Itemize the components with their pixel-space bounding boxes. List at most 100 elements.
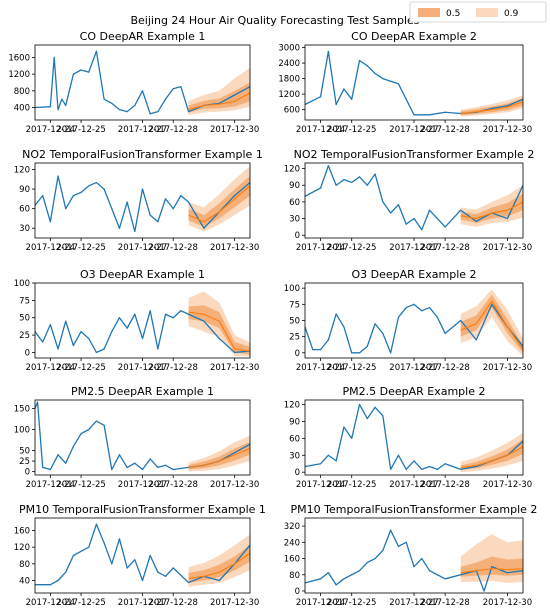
actual-point	[436, 468, 438, 470]
y-tick-label: 0	[295, 468, 300, 478]
actual-point	[351, 98, 353, 100]
actual-point	[141, 468, 144, 471]
actual-point	[436, 316, 438, 318]
actual-point	[95, 523, 98, 525]
actual-point	[157, 571, 159, 573]
x-tick-label: 2017-12-25	[327, 598, 376, 608]
actual-point	[72, 344, 74, 347]
band-0.9	[460, 289, 523, 357]
actual-point	[95, 420, 98, 422]
actual-point	[103, 424, 105, 426]
forecast-median-line	[188, 311, 250, 352]
subplot-title: CO DeepAR Example 1	[80, 30, 206, 43]
y-tick-label: 120	[14, 166, 30, 176]
actual-point	[88, 428, 90, 431]
actual-point	[65, 104, 67, 107]
y-tick-label: 1200	[8, 70, 30, 80]
x-tick-label: 2017-12-30	[210, 598, 259, 608]
actual-point	[390, 80, 392, 82]
x-tick-label: 2017-12-27	[389, 598, 438, 608]
plot-area	[305, 403, 523, 473]
x-tick-label: 2017-12-25	[327, 363, 376, 373]
legend-label-0.5: 0.5	[446, 9, 460, 19]
subplot-grid: CO DeepAR Example 1400800120016002017-12…	[8, 30, 537, 608]
axes-frame	[304, 162, 524, 239]
actual-point	[126, 111, 128, 113]
x-tick-label: 2017-12-28	[149, 243, 198, 253]
actual-point	[134, 230, 136, 233]
actual-point	[180, 195, 182, 197]
actual-point	[421, 557, 423, 560]
actual-point	[475, 465, 477, 468]
actual-point	[218, 579, 220, 582]
forecast-median-line	[460, 446, 523, 469]
actual-point	[118, 227, 121, 229]
actual-point	[335, 184, 337, 186]
y-tick-label: 60	[289, 198, 300, 208]
actual-point	[413, 303, 415, 305]
x-tick-label: 2017-12-30	[210, 363, 259, 373]
x-tick-label: 2017-12-27	[389, 125, 438, 135]
y-tick-label: 30	[19, 224, 30, 234]
subplot-title: PM2.5 DeepAR Example 1	[71, 385, 214, 398]
plot-area	[305, 289, 523, 357]
x-tick-label: 2017-12-24	[296, 598, 345, 608]
y-tick-label: 3000	[278, 44, 300, 54]
actual-point	[491, 107, 493, 109]
actual-point	[103, 542, 105, 544]
y-tick-label: 60	[289, 434, 300, 444]
actual-point	[88, 71, 90, 73]
actual-point	[49, 468, 51, 471]
subplot-title: PM2.5 DeepAR Example 2	[343, 385, 486, 398]
actual-point	[134, 559, 136, 561]
actual-point	[234, 94, 236, 96]
actual-point	[203, 320, 205, 322]
subplot-4: NO2 TemporalFusionTransformer Example 2 0…	[284, 148, 535, 253]
actual-point	[149, 214, 151, 216]
actual-point	[157, 466, 159, 469]
forecast-median-line	[460, 101, 523, 115]
y-tick-label: 75	[289, 300, 300, 310]
actual-point	[436, 574, 438, 576]
actual-point	[141, 579, 144, 582]
y-tick-label: 100	[14, 425, 30, 435]
x-tick-label: 2017-12-30	[483, 125, 532, 135]
y-tick-label: 150	[14, 404, 30, 414]
actual-point	[141, 90, 144, 92]
actual-point	[187, 111, 190, 113]
actual-point	[358, 176, 361, 178]
subplot-title: NO2 TemporalFusionTransformer Example 1	[22, 148, 263, 161]
actual-point	[319, 463, 322, 465]
band-0.9	[188, 166, 250, 232]
y-tick-label: 25	[19, 457, 30, 467]
actual-point	[164, 98, 167, 100]
actual-point	[118, 454, 121, 456]
actual-point	[444, 578, 446, 580]
subplot-8: PM2.5 DeepAR Example 2 0 30 60 90 120 2017-12-…	[284, 385, 532, 490]
actual-point	[57, 348, 59, 350]
x-tick-label: 2017-12-24	[296, 480, 345, 490]
actual-point	[475, 220, 477, 222]
actual-point	[506, 217, 509, 220]
actual-point	[218, 337, 220, 340]
y-tick-label: 0	[25, 468, 30, 478]
actual-point	[428, 114, 431, 116]
actual-point	[164, 464, 167, 466]
actual-point	[397, 204, 400, 206]
actual-point	[103, 348, 105, 350]
actual-point	[65, 462, 67, 464]
subplot-title: O3 DeepAR Example 2	[351, 268, 476, 281]
actual-point	[80, 191, 82, 193]
actual-point	[374, 406, 376, 408]
subplot-title: CO DeepAR Example 2	[351, 30, 477, 43]
band-0.5	[188, 305, 250, 355]
actual-point	[157, 111, 159, 113]
actual-point	[397, 545, 400, 547]
actual-point	[134, 313, 136, 315]
plot-area	[305, 529, 523, 592]
x-tick-label: 2017-12-24	[26, 480, 75, 490]
y-tick-label: 320	[284, 522, 300, 532]
actual-point	[42, 466, 44, 469]
y-tick-label: 0	[295, 349, 300, 359]
